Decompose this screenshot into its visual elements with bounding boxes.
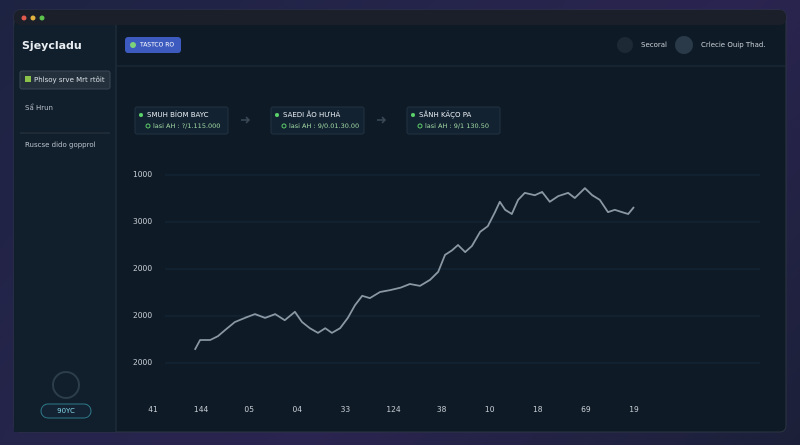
x-tick-label: 10 xyxy=(485,405,495,414)
max-dot[interactable] xyxy=(39,15,45,21)
top-label[interactable]: Crlecie Ouip Thad. xyxy=(701,41,766,49)
icon[interactable] xyxy=(617,37,633,53)
icon xyxy=(145,123,151,129)
icon xyxy=(411,113,415,117)
arrow xyxy=(377,116,387,124)
avatar[interactable] xyxy=(52,371,80,399)
nav-label[interactable]: Sẩ Hrun xyxy=(25,103,53,112)
icon xyxy=(130,42,136,48)
top-label[interactable]: Secoral xyxy=(641,41,667,49)
data-line xyxy=(194,187,635,351)
button-label[interactable]: TASTCO RO xyxy=(139,42,174,49)
card-detail: lasi AH : 9/0.01.30.00 xyxy=(289,122,359,130)
badge[interactable] xyxy=(40,403,92,419)
y-tick-label: 1000 xyxy=(133,170,152,179)
icon xyxy=(139,113,143,117)
y-tick-label: 2000 xyxy=(133,358,152,367)
card xyxy=(270,106,365,135)
x-tick-label: 124 xyxy=(386,405,401,414)
card-title: SAEDI ÅO HƯHÁ xyxy=(283,110,341,119)
card-title: SMUH BÍOM BAYC xyxy=(147,110,209,119)
nav-active[interactable] xyxy=(19,70,111,90)
x-tick-label: 69 xyxy=(581,405,591,414)
x-tick-label: 33 xyxy=(341,405,351,414)
icon xyxy=(275,113,279,117)
y-tick-label: 2000 xyxy=(133,264,152,273)
window xyxy=(13,9,787,433)
card-title: SÅNH KÄÇO PA xyxy=(419,110,471,119)
y-tick-label: 2000 xyxy=(133,311,152,320)
icon[interactable] xyxy=(675,36,693,54)
x-tick-label: 18 xyxy=(533,405,543,414)
sidebar xyxy=(14,25,116,432)
badge-label[interactable]: 90YC xyxy=(57,407,75,415)
y-tick-label: 3000 xyxy=(133,217,152,226)
top-button[interactable] xyxy=(125,37,181,53)
brand: Sjeycladu xyxy=(22,39,82,52)
icon xyxy=(25,76,31,82)
x-tick-label: 04 xyxy=(293,405,303,414)
close-dot[interactable] xyxy=(21,15,27,21)
arrow xyxy=(241,116,251,124)
nav-label[interactable]: Ruscse dido gopprol xyxy=(25,141,96,149)
card xyxy=(406,106,501,135)
x-tick-label: 41 xyxy=(148,405,158,414)
icon xyxy=(281,123,287,129)
card-detail: lasi AH : 9/1 130.50 xyxy=(425,122,489,130)
nav-label[interactable]: Phlsoy srve Mrt rtôit xyxy=(34,76,105,84)
x-tick-label: 05 xyxy=(244,405,254,414)
card xyxy=(134,106,229,135)
card-detail: lasi AH : ?/1.115.000 xyxy=(153,122,220,130)
min-dot[interactable] xyxy=(30,15,36,21)
titlebar xyxy=(14,10,786,25)
x-tick-label: 38 xyxy=(437,405,447,414)
x-tick-label: 144 xyxy=(194,405,209,414)
icon xyxy=(417,123,423,129)
x-tick-label: 19 xyxy=(629,405,639,414)
